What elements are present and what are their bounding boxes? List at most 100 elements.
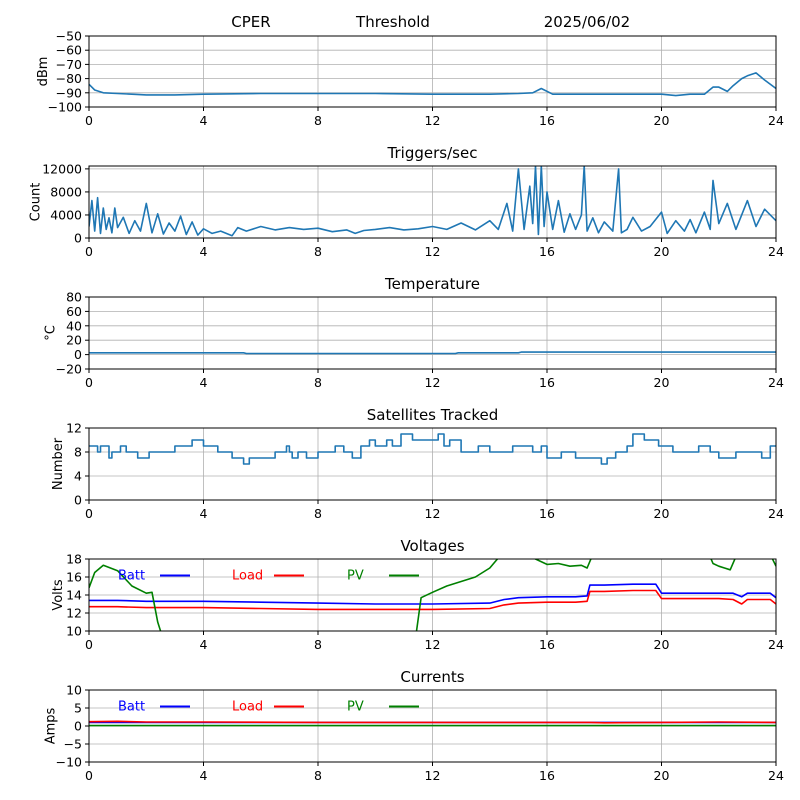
y-tick-label: −80 [56, 71, 82, 86]
y-tick-label: 60 [66, 304, 82, 319]
y-tick-label: 0 [74, 231, 82, 246]
x-tick-label: 8 [314, 113, 322, 128]
y-tick-label: −100 [48, 100, 82, 115]
x-tick-label: 16 [539, 506, 555, 521]
y-tick-label: 18 [66, 552, 82, 567]
y-axis-label: Volts [51, 579, 66, 611]
series-group [89, 166, 776, 237]
y-axis-label: Amps [44, 707, 59, 744]
x-tick-label: 4 [200, 375, 208, 390]
header-date: 2025/06/02 [544, 13, 630, 31]
x-tick-label: 0 [85, 768, 93, 783]
legend-label-pv: PV [347, 569, 364, 584]
x-tick-label: 8 [314, 637, 322, 652]
x-tick-label: 4 [200, 768, 208, 783]
y-tick-label: 12 [66, 606, 82, 621]
y-axis-label: °C [44, 325, 59, 341]
y-tick-label: −20 [56, 362, 82, 377]
series-line-pv [89, 559, 776, 631]
x-tick-label: 0 [85, 506, 93, 521]
panel-title: Temperature [384, 275, 480, 293]
legend-label-load: Load [232, 569, 263, 584]
series-line-load [89, 720, 776, 724]
x-tick-label: 12 [425, 506, 441, 521]
x-tick-label: 16 [539, 244, 555, 259]
series-group [89, 559, 776, 631]
y-tick-label: 0 [74, 347, 82, 362]
panel-satellites: 0 4 8 12 16 20 24 0 4 8 12 Satellites Tracked Number [51, 406, 784, 521]
x-tick-label: 24 [768, 506, 784, 521]
legend-label-pv: PV [347, 700, 364, 715]
panel-title: Triggers/sec [387, 144, 478, 162]
y-tick-label: 16 [66, 570, 82, 585]
panel-threshold: 0 4 8 12 16 20 24 −100−90−80−70−60−50 dBm [36, 29, 784, 129]
x-tick-label: 8 [314, 506, 322, 521]
y-tick-label: −90 [56, 85, 82, 100]
y-tick-label: 8 [74, 445, 82, 460]
y-tick-label: 12 [66, 421, 82, 436]
y-axis-label: dBm [36, 57, 51, 87]
x-tick-label: 20 [654, 113, 670, 128]
y-tick-label: 20 [66, 333, 82, 348]
series-line-batt [89, 583, 776, 605]
x-tick-label: 12 [425, 244, 441, 259]
x-tick-label: 8 [314, 768, 322, 783]
y-tick-label: 0 [74, 493, 82, 508]
y-tick-label: −70 [56, 57, 82, 72]
x-tick-label: 0 [85, 113, 93, 128]
x-tick-label: 4 [200, 637, 208, 652]
y-tick-label: −5 [64, 737, 82, 752]
y-tick-label: 0 [74, 719, 82, 734]
series-line-threshold [89, 72, 776, 97]
y-tick-label: 14 [66, 588, 82, 603]
header-site: CPER [231, 13, 270, 31]
x-tick-label: 0 [85, 637, 93, 652]
x-tick-label: 24 [768, 768, 784, 783]
series-group [89, 351, 776, 355]
panel-voltages: 0 4 8 12 16 20 24 10 12 14 16 18 Voltages Volts Batt Lo… [51, 537, 784, 652]
y-tick-label: 10 [66, 624, 82, 639]
series-group [89, 720, 776, 727]
x-tick-label: 20 [654, 375, 670, 390]
y-tick-label: 12000 [42, 161, 82, 176]
y-tick-label: 80 [66, 290, 82, 305]
x-tick-label: 4 [200, 506, 208, 521]
y-axis-label: Count [29, 183, 44, 222]
x-tick-label: 8 [314, 375, 322, 390]
panel-title: Satellites Tracked [367, 406, 498, 424]
x-tick-label: 12 [425, 113, 441, 128]
series-group [89, 433, 776, 465]
y-tick-label: −50 [56, 29, 82, 44]
series-group [89, 72, 776, 97]
x-tick-label: 0 [85, 244, 93, 259]
panel-currents: 0 4 8 12 16 20 24 −10 −5 0 5 10 Currents Amps Batt Load… [44, 668, 784, 783]
x-tick-label: 16 [539, 768, 555, 783]
x-tick-label: 16 [539, 113, 555, 128]
y-tick-label: 10 [66, 683, 82, 698]
panel-title: Currents [400, 668, 464, 686]
x-tick-label: 12 [425, 768, 441, 783]
panel-title: Voltages [400, 537, 464, 555]
x-tick-label: 16 [539, 637, 555, 652]
x-tick-label: 24 [768, 637, 784, 652]
legend-label-batt: Batt [118, 700, 145, 715]
x-tick-label: 12 [425, 637, 441, 652]
x-tick-label: 20 [654, 768, 670, 783]
x-tick-label: 8 [314, 244, 322, 259]
x-tick-label: 4 [200, 244, 208, 259]
header-mode: Threshold [355, 13, 430, 31]
y-tick-label: 5 [74, 701, 82, 716]
y-tick-label: 8000 [50, 184, 82, 199]
series-line-triggers [89, 166, 776, 237]
series-line-satellites [89, 433, 776, 465]
x-tick-label: 24 [768, 113, 784, 128]
x-tick-label: 0 [85, 375, 93, 390]
series-line-load [89, 589, 776, 611]
y-tick-label: 4000 [50, 207, 82, 222]
x-tick-label: 24 [768, 375, 784, 390]
x-tick-label: 20 [654, 506, 670, 521]
y-tick-label: 4 [74, 469, 82, 484]
y-tick-label: −10 [56, 755, 82, 770]
panel-triggers: 0 4 8 12 16 20 24 0 4000 8000 12000 Triggers/sec Cou… [29, 144, 784, 259]
